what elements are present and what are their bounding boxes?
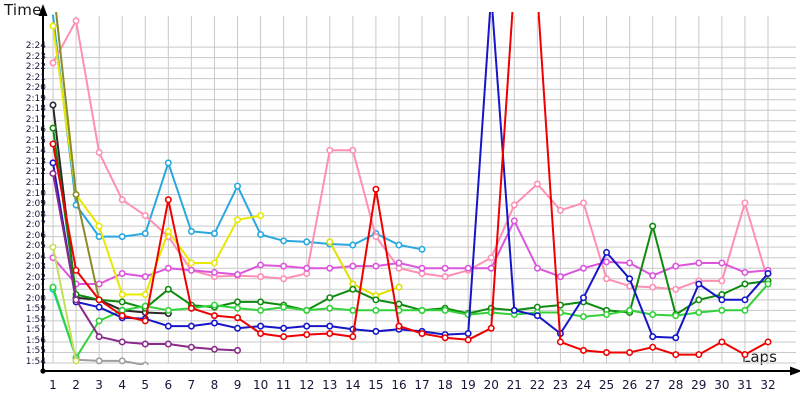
y-tick-2-04: 2:04 — [25, 251, 46, 262]
y-tick-2-22: 2:22 — [25, 62, 46, 73]
y-tick-2-11: 2:11 — [25, 177, 46, 188]
y-tick-2-17: 2:17 — [25, 114, 46, 125]
y-tick-1-54: 1:54 — [25, 357, 46, 367]
y-axis-tick-labels: 2:24 2:23 2:22 2:21 2:20 2:19 2:18 2:17 2:16 2:15… — [0, 0, 46, 400]
y-tick-1-58: 1:58 — [25, 314, 46, 325]
x-tick-21: 21 — [506, 378, 522, 392]
x-tick-24: 24 — [575, 378, 592, 392]
x-tick-17: 17 — [414, 378, 430, 392]
x-tick-31: 31 — [737, 378, 753, 392]
y-tick-2-00: 2:00 — [25, 293, 46, 304]
y-tick-2-18: 2:18 — [25, 104, 46, 115]
x-tick-28: 28 — [668, 378, 684, 392]
x-tick-7: 7 — [187, 378, 196, 392]
x-tick-22: 22 — [529, 378, 545, 392]
y-tick-1-59: 1:59 — [25, 304, 46, 315]
y-tick-1-56: 1:56 — [25, 335, 46, 346]
x-tick-13: 13 — [322, 378, 338, 392]
y-axis-title: Time — [4, 1, 42, 19]
x-tick-27: 27 — [645, 378, 661, 392]
x-tick-20: 20 — [483, 378, 499, 392]
y-tick-2-07: 2:07 — [25, 220, 46, 231]
y-tick-1-55: 1:55 — [25, 346, 46, 357]
x-tick-1: 1 — [49, 378, 57, 392]
y-tick-2-19: 2:19 — [25, 93, 46, 104]
y-tick-2-13: 2:13 — [25, 156, 46, 167]
y-tick-2-06: 2:06 — [25, 230, 46, 241]
y-tick-2-01: 2:01 — [25, 283, 46, 294]
y-tick-2-21: 2:21 — [25, 72, 46, 83]
x-tick-11: 11 — [276, 378, 292, 392]
y-tick-2-02: 2:02 — [25, 272, 46, 283]
y-tick-2-20: 2:20 — [25, 83, 46, 94]
y-tick-2-15: 2:15 — [25, 135, 46, 146]
y-tick-1-57: 1:57 — [25, 325, 46, 336]
x-tick-12: 12 — [299, 378, 315, 392]
y-tick-2-24: 2:24 — [25, 41, 46, 52]
y-tick-2-16: 2:16 — [25, 125, 46, 136]
x-tick-8: 8 — [210, 378, 219, 392]
x-tick-2: 2 — [72, 378, 80, 392]
x-tick-25: 25 — [598, 378, 615, 392]
x-tick-6: 6 — [164, 378, 173, 392]
x-tick-23: 23 — [552, 378, 569, 392]
x-tick-32: 32 — [760, 378, 776, 392]
y-tick-2-14: 2:14 — [25, 146, 46, 157]
x-tick-15: 15 — [368, 378, 384, 392]
x-tick-4: 4 — [118, 378, 126, 392]
x-tick-5: 5 — [141, 378, 150, 392]
y-tick-2-05: 2:05 — [25, 241, 46, 252]
y-tick-2-12: 2:12 — [25, 167, 46, 178]
x-tick-29: 29 — [691, 378, 707, 392]
y-tick-2-09: 2:09 — [25, 199, 46, 210]
x-tick-9: 9 — [233, 378, 242, 392]
x-tick-30: 30 — [714, 378, 730, 392]
y-tick-2-08: 2:08 — [25, 209, 46, 220]
x-tick-18: 18 — [437, 378, 453, 392]
x-tick-14: 14 — [345, 378, 361, 392]
x-tick-3: 3 — [95, 378, 103, 392]
x-tick-16: 16 — [391, 378, 407, 392]
y-tick-2-10: 2:10 — [25, 188, 46, 199]
y-tick-2-23: 2:23 — [25, 51, 46, 62]
y-tick-2-03: 2:03 — [25, 262, 46, 273]
x-tick-10: 10 — [252, 378, 269, 392]
x-tick-26: 26 — [621, 378, 638, 392]
x-tick-19: 19 — [460, 378, 476, 392]
